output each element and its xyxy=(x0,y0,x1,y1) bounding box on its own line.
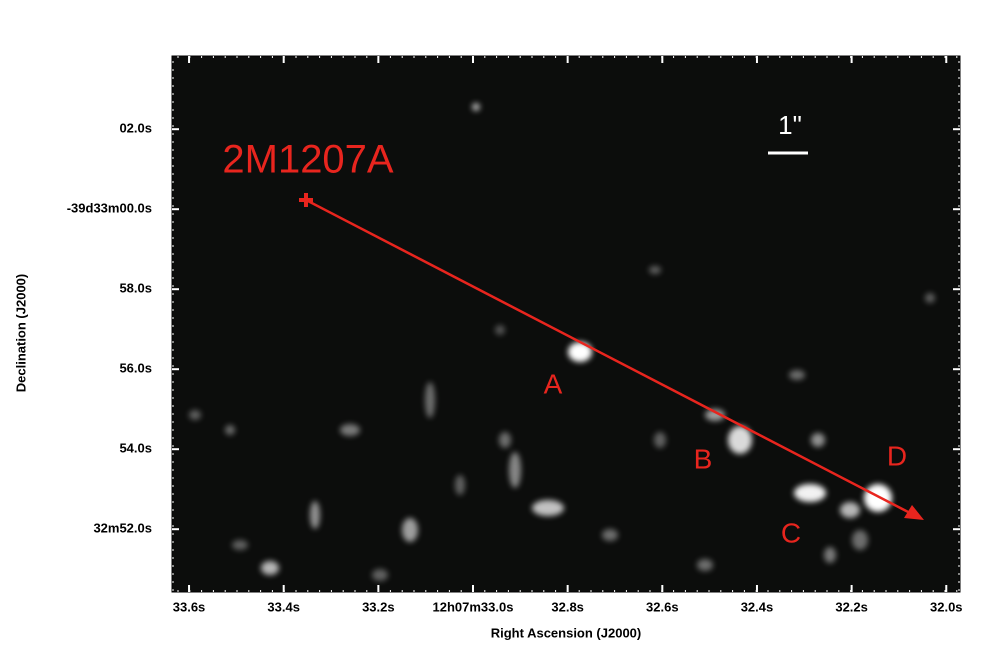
source-label: A xyxy=(544,368,563,399)
sources-image xyxy=(189,103,935,581)
y-tick-label: 56.0s xyxy=(119,361,152,376)
source-label: B xyxy=(694,443,713,474)
x-tick-label: 12h07m33.0s xyxy=(433,599,514,614)
y-tick-label: 54.0s xyxy=(119,441,152,456)
star-label: 2M1207A xyxy=(222,138,394,182)
y-tick-label: 32m52.0s xyxy=(93,521,152,536)
star-marker xyxy=(299,193,313,207)
image-frame xyxy=(171,55,961,593)
scale-label: 1" xyxy=(778,110,802,140)
y-tick-label: 58.0s xyxy=(119,281,152,296)
arrow-head xyxy=(904,505,924,520)
x-tick-label: 33.4s xyxy=(267,599,300,614)
x-tick-label: 32.0s xyxy=(930,599,963,614)
y-axis-title: Declination (J2000) xyxy=(13,274,28,393)
motion-arrow xyxy=(305,198,913,516)
x-tick-label: 32.2s xyxy=(835,599,868,614)
source-label: D xyxy=(887,440,907,471)
y-tick-label: 02.0s xyxy=(119,121,152,136)
source-label: C xyxy=(781,517,801,548)
x-tick-label: 32.4s xyxy=(741,599,774,614)
x-tick-label: 33.6s xyxy=(173,599,206,614)
x-axis-title: Right Ascension (J2000) xyxy=(491,625,642,640)
y-tick-label: -39d33m00.0s xyxy=(67,201,152,216)
x-tick-label: 32.8s xyxy=(551,599,584,614)
x-tick-label: 33.2s xyxy=(362,599,395,614)
x-tick-label: 32.6s xyxy=(646,599,679,614)
